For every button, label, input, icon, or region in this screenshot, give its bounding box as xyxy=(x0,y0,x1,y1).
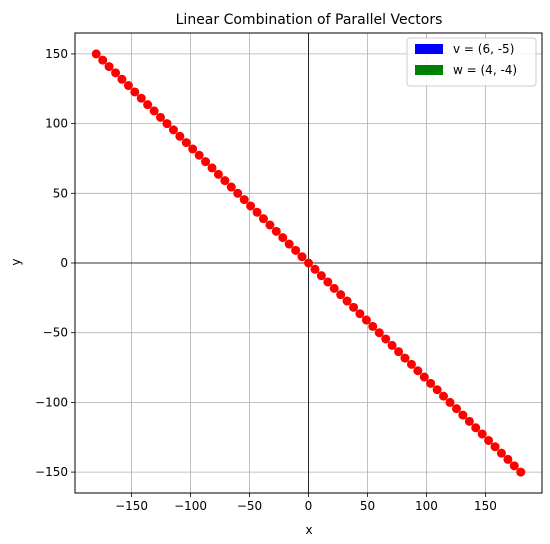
data-point xyxy=(91,49,101,59)
data-point xyxy=(484,435,494,445)
data-point xyxy=(149,106,159,116)
data-point xyxy=(278,233,288,243)
y-tick-label: −150 xyxy=(35,465,68,479)
data-point xyxy=(130,87,140,97)
data-point xyxy=(175,131,185,141)
legend-swatch-w xyxy=(415,65,443,75)
data-point xyxy=(213,169,223,179)
data-point xyxy=(226,182,236,192)
data-point xyxy=(361,315,371,325)
data-point xyxy=(355,309,365,319)
x-tick-label: 100 xyxy=(415,499,438,513)
data-point xyxy=(368,321,378,331)
data-point xyxy=(239,195,249,205)
data-point xyxy=(258,214,268,224)
data-point xyxy=(136,93,146,103)
data-point xyxy=(104,62,114,72)
data-point xyxy=(123,81,133,91)
data-point xyxy=(400,353,410,363)
x-axis: −150 −100 −50 0 50 100 150 xyxy=(115,493,497,513)
x-tick-label: 150 xyxy=(474,499,497,513)
data-point xyxy=(439,391,449,401)
data-point xyxy=(471,423,481,433)
data-point xyxy=(464,416,474,426)
data-point xyxy=(271,226,281,236)
data-point xyxy=(394,347,404,357)
data-point xyxy=(98,55,108,65)
data-point xyxy=(323,277,333,287)
data-point xyxy=(329,283,339,293)
data-point xyxy=(342,296,352,306)
x-tick-label: −50 xyxy=(237,499,262,513)
data-point xyxy=(304,258,313,268)
legend: v = (6, -5) w = (4, -4) xyxy=(406,37,537,87)
x-tick-label: −100 xyxy=(174,499,207,513)
data-point xyxy=(310,264,320,274)
data-point xyxy=(336,290,346,300)
y-tick-label: 100 xyxy=(45,117,68,131)
data-point xyxy=(291,245,301,255)
y-axis: −150 −100 −50 0 50 100 150 xyxy=(35,47,75,479)
y-tick-label: −50 xyxy=(43,326,68,340)
data-point xyxy=(496,448,506,458)
y-tick-label: −100 xyxy=(35,395,68,409)
data-point xyxy=(509,461,519,471)
data-point xyxy=(155,112,165,122)
data-point xyxy=(426,378,436,388)
y-tick-label: 50 xyxy=(53,186,68,200)
data-point xyxy=(188,144,198,154)
data-point xyxy=(265,220,275,230)
data-point xyxy=(445,397,455,407)
data-point xyxy=(413,366,423,376)
data-point xyxy=(381,334,391,344)
data-point xyxy=(297,252,307,262)
data-point xyxy=(490,442,500,452)
data-point xyxy=(246,201,256,211)
data-point xyxy=(516,467,526,477)
data-point xyxy=(143,100,153,110)
x-tick-label: 0 xyxy=(305,499,313,513)
data-point xyxy=(168,125,178,135)
data-point xyxy=(452,404,462,414)
data-point xyxy=(233,188,243,198)
data-point xyxy=(419,372,429,382)
data-point xyxy=(201,157,211,167)
chart-title: Linear Combination of Parallel Vectors xyxy=(176,12,443,28)
data-point xyxy=(117,74,127,84)
data-point xyxy=(503,454,513,464)
data-point xyxy=(220,176,230,186)
data-point xyxy=(194,150,204,160)
y-tick-label: 150 xyxy=(45,47,68,61)
data-points xyxy=(91,49,526,477)
legend-label-v: v = (6, -5) xyxy=(453,42,514,56)
data-point xyxy=(387,340,397,350)
x-tick-label: −150 xyxy=(115,499,148,513)
x-tick-label: 50 xyxy=(360,499,375,513)
legend-swatch-v xyxy=(415,44,443,54)
data-point xyxy=(316,271,326,281)
data-point xyxy=(207,163,217,173)
data-point xyxy=(349,302,359,312)
legend-label-w: w = (4, -4) xyxy=(453,63,517,77)
data-point xyxy=(252,207,262,217)
data-point xyxy=(181,138,191,148)
y-axis-label: y xyxy=(9,258,23,265)
data-point xyxy=(406,359,416,369)
data-point xyxy=(162,119,172,129)
data-point xyxy=(477,429,487,439)
data-point xyxy=(111,68,121,78)
data-point xyxy=(284,239,294,249)
x-axis-label: x xyxy=(305,523,312,537)
data-point xyxy=(374,328,384,338)
y-tick-label: 0 xyxy=(60,256,68,270)
data-point xyxy=(458,410,468,420)
data-point xyxy=(432,385,442,395)
